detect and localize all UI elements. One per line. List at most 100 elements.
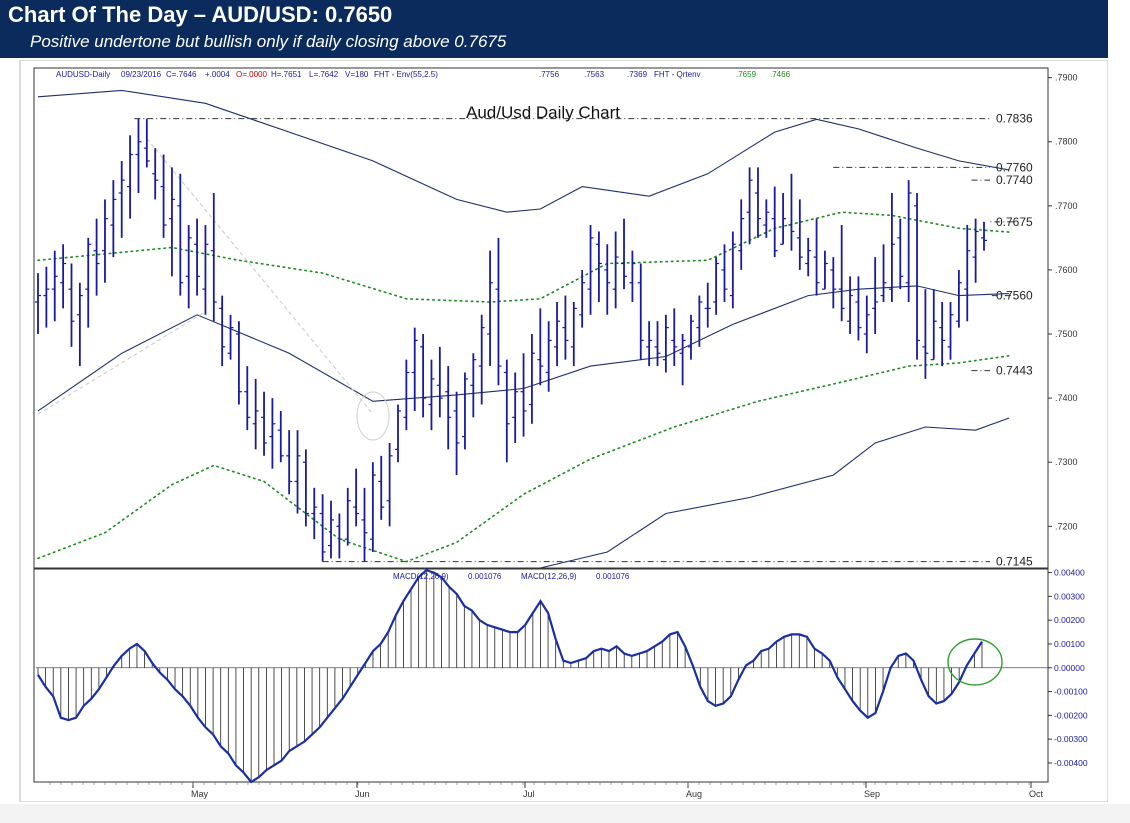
ohlc-bar <box>679 334 686 386</box>
ohlc-bar <box>110 180 117 258</box>
ohlc-bar <box>780 193 787 245</box>
ohlc-bar <box>101 199 108 283</box>
macd-line <box>37 568 983 784</box>
ohlc-bar <box>160 154 167 238</box>
ohlc-bar <box>930 289 937 361</box>
price-tick-label: .7800 <box>1055 137 1078 147</box>
ohlc-bar <box>143 118 150 168</box>
ohlc-bar <box>420 334 427 418</box>
ohlc-bar <box>713 257 720 315</box>
ohlc-bar <box>68 263 75 347</box>
ohlc-bar <box>796 199 803 270</box>
macd-value-2: 0.001076 <box>596 572 630 581</box>
price-info-env-label: FHT - Env(55,2.5) <box>374 70 438 79</box>
ohlc-bar <box>311 487 318 540</box>
ohlc-bar <box>847 276 854 335</box>
ohlc-bar <box>152 148 159 200</box>
ohlc-bar <box>738 199 745 270</box>
price-info-qrt-value-1: .7659 <box>736 70 757 79</box>
grey-trendline-2 <box>37 311 206 415</box>
ohlc-bar <box>495 237 502 386</box>
ohlc-bar <box>428 359 435 431</box>
price-info-qrt-label: FHT - Qrtenv <box>654 70 701 79</box>
price-info-env-value-2: .7563 <box>584 70 605 79</box>
x-axis-label: Oct <box>1029 789 1044 799</box>
ohlc-bar <box>704 282 711 328</box>
level-label: 0.7560 <box>996 289 1033 303</box>
price-tick-label: .7200 <box>1055 521 1078 531</box>
ohlc-bar <box>696 295 703 347</box>
price-tick-label: .7400 <box>1055 393 1078 403</box>
envelope-lower-line <box>540 417 1010 569</box>
ohlc-bar <box>888 193 895 302</box>
x-axis-label: Jul <box>523 789 535 799</box>
ohlc-bar <box>537 308 544 386</box>
price-tick-label: .7900 <box>1055 73 1078 83</box>
ohlc-bar <box>646 321 653 367</box>
ohlc-bar <box>729 231 736 309</box>
macd-tick-label: -0.00400 <box>1054 758 1088 768</box>
ohlc-bar <box>93 218 100 296</box>
ohlc-bar <box>554 301 561 367</box>
ohlc-bar <box>487 250 494 367</box>
ohlc-bar <box>219 295 226 367</box>
macd-panel <box>33 568 1049 783</box>
price-info-date: 09/23/2016 <box>121 70 162 79</box>
ohlc-bar <box>445 366 452 450</box>
ohlc-bar <box>972 218 979 283</box>
ohlc-bar <box>570 301 577 367</box>
macd-tick-label: 0.00100 <box>1054 639 1085 649</box>
ohlc-bar <box>43 266 50 328</box>
price-info-volume: V=180 <box>345 70 369 79</box>
ohlc-bar <box>897 218 904 290</box>
ohlc-bar <box>76 282 83 367</box>
ohlc-bar <box>470 353 477 418</box>
ohlc-bar <box>386 443 393 527</box>
ohlc-bar <box>336 513 343 559</box>
ohlc-bar <box>503 359 510 463</box>
ohlc-bar <box>520 353 527 437</box>
price-tick-label: .7700 <box>1055 201 1078 211</box>
ohlc-bar <box>880 244 887 302</box>
level-label: 0.7443 <box>996 364 1033 378</box>
ohlc-bar <box>964 225 971 322</box>
ohlc-bar <box>947 301 954 360</box>
ohlc-bar <box>85 237 92 328</box>
macd-tick-label: -0.00200 <box>1054 710 1088 720</box>
ohlc-bar <box>319 494 326 562</box>
grey-trendline <box>146 138 374 415</box>
qrtenv-lower-line <box>37 355 1010 563</box>
ohlc-bar <box>838 225 845 322</box>
price-info-close: C=.7646 <box>166 70 197 79</box>
ohlc-bar <box>244 366 251 431</box>
level-label: 0.7675 <box>996 215 1033 229</box>
ohlc-bar <box>118 160 125 238</box>
ohlc-bar <box>788 173 795 251</box>
ohlc-bar <box>545 321 552 392</box>
ohlc-bar <box>754 167 761 238</box>
price-info-low: L=.7642 <box>309 70 339 79</box>
ohlc-bar <box>194 218 201 296</box>
price-info-high: H=.7651 <box>271 70 302 79</box>
ohlc-bar <box>210 193 217 322</box>
ohlc-bar <box>261 391 268 456</box>
ohlc-bar <box>562 295 569 360</box>
ohlc-bar <box>763 199 770 238</box>
ohlc-bar <box>654 321 661 367</box>
ohlc-bar <box>168 167 175 277</box>
ohlc-bar <box>453 391 460 476</box>
ohlc-bar <box>177 173 184 296</box>
macd-label-2: MACD(12,26,9) <box>521 572 577 581</box>
x-axis-label: May <box>191 789 209 799</box>
ohlc-bar <box>528 334 535 424</box>
ohlc-bar <box>378 455 385 520</box>
price-chart-title: Aud/Usd Daily Chart <box>466 103 620 122</box>
ohlc-bar <box>202 225 209 315</box>
ohlc-bar <box>604 244 611 315</box>
ohlc-bar <box>612 231 619 309</box>
bottom-strip <box>0 804 1130 823</box>
x-axis-label: Jun <box>355 789 370 799</box>
ohlc-bar <box>939 301 946 367</box>
price-tick-label: .7600 <box>1055 265 1078 275</box>
price-info-change: +.0004 <box>205 70 230 79</box>
